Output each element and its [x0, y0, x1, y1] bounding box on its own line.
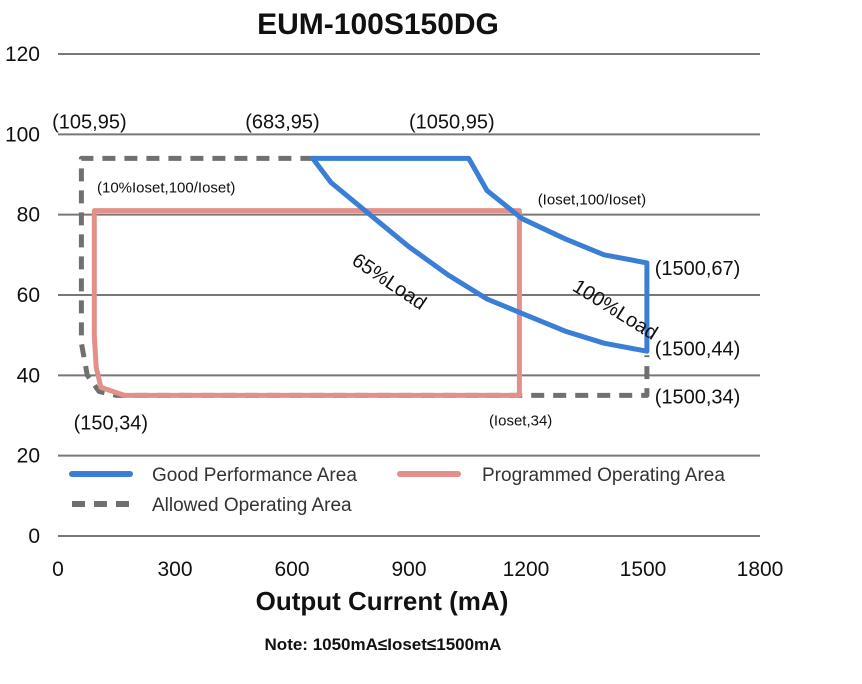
x-axis-label: Output Current (mA)	[256, 586, 509, 616]
legend: Good Performance Area Programmed Operatin…	[69, 465, 725, 516]
x-tick-label: 900	[391, 558, 426, 581]
x-tick-labels: 0 300 600 900 1200 1500 1800	[52, 558, 783, 581]
y-tick-label: 0	[28, 525, 40, 548]
grid-lines	[58, 53, 760, 537]
x-tick-label: 600	[274, 558, 309, 581]
series-line-allowed-operating-area	[78, 155, 650, 398]
point-annotation: (105,95)	[52, 111, 127, 133]
y-tick-label: 60	[17, 284, 40, 307]
series-line-programmed-operating-area	[91, 208, 522, 398]
y-tick-labels: 0 20 40 60 80 100 120	[5, 43, 40, 548]
legend-label: Good Performance Area	[152, 465, 357, 486]
x-tick-label: 300	[157, 558, 192, 581]
legend-label: Programmed Operating Area	[482, 465, 725, 486]
point-annotation: (Ioset,100/Ioset)	[538, 192, 646, 209]
chart-title: EUM-100S150DG	[257, 8, 499, 41]
point-annotation: (683,95)	[245, 111, 320, 133]
point-annotation: (Ioset,34)	[489, 413, 552, 430]
point-annotation: (1050,95)	[409, 111, 495, 133]
point-annotation: (1500,67)	[655, 258, 741, 280]
x-tick-label: 0	[52, 558, 64, 581]
y-tick-label: 80	[17, 204, 40, 227]
x-tick-label: 1800	[737, 558, 784, 581]
point-annotations: (105,95) (683,95) (1050,95) (10%Ioset,100/I…	[52, 111, 740, 434]
point-annotation: (10%Ioset,100/Ioset)	[97, 180, 235, 197]
y-tick-label: 40	[17, 364, 40, 387]
footnote: Note: 1050mA≤Ioset≤1500mA	[265, 635, 502, 654]
point-annotation: (1500,44)	[655, 338, 741, 360]
y-tick-label: 120	[5, 43, 40, 66]
region-labels: 65%Load 100%Load	[348, 249, 662, 344]
x-tick-label: 1200	[503, 558, 550, 581]
y-tick-label: 100	[5, 123, 40, 146]
point-annotation: (1500,34)	[655, 386, 741, 408]
series-line-good-performance-area	[310, 155, 650, 354]
point-annotation: (150,34)	[74, 413, 149, 435]
region-label: 65%Load	[348, 249, 430, 315]
legend-label: Allowed Operating Area	[152, 495, 352, 516]
series-group	[78, 155, 650, 398]
y-tick-label: 20	[17, 445, 40, 468]
x-tick-label: 1500	[620, 558, 667, 581]
